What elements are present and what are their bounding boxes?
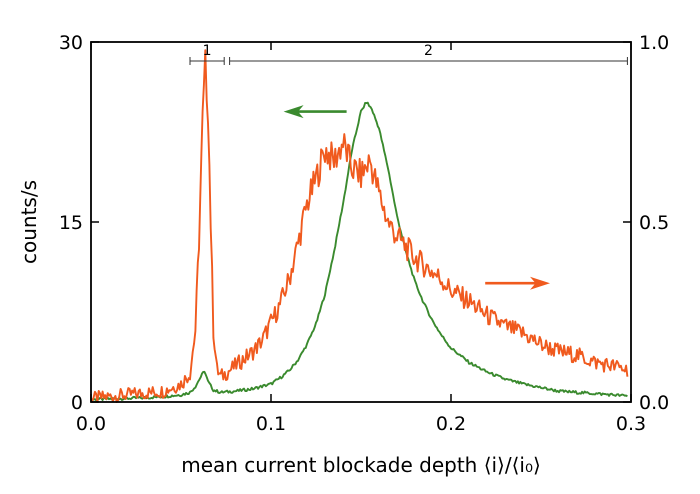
x-tick-label-0: 0.0 (76, 413, 106, 435)
y-left-tick-label-2: 30 (59, 32, 83, 54)
series-line-1 (90, 101, 628, 402)
arrow-head-2 (530, 276, 550, 290)
tick-layer: 0.0 0.1 0.2 0.3 0 15 30 0.0 0.5 1.0 (59, 32, 669, 435)
y-axis-title-left: counts/s (17, 180, 41, 264)
x-axis-title: mean current blockade depth ⟨i⟩/⟨i₀⟩ (181, 453, 541, 477)
series-layer (90, 49, 629, 403)
y-left-tick-label-0: 0 (71, 392, 83, 414)
region-label-1: 1 (203, 43, 212, 59)
y-right-tick-label-0: 0.0 (639, 392, 669, 414)
y-left-tick-label-1: 15 (59, 212, 83, 234)
y-right-tick-label-1: 0.5 (639, 212, 669, 234)
x-tick-label-3: 0.3 (616, 413, 646, 435)
x-tick-label-1: 0.1 (256, 413, 286, 435)
x-tick-label-2: 0.2 (436, 413, 466, 435)
region-label-2: 2 (424, 43, 433, 59)
arrow-head-1 (283, 105, 304, 119)
y-right-tick-label-2: 1.0 (639, 32, 669, 54)
series-line-2 (90, 49, 629, 403)
